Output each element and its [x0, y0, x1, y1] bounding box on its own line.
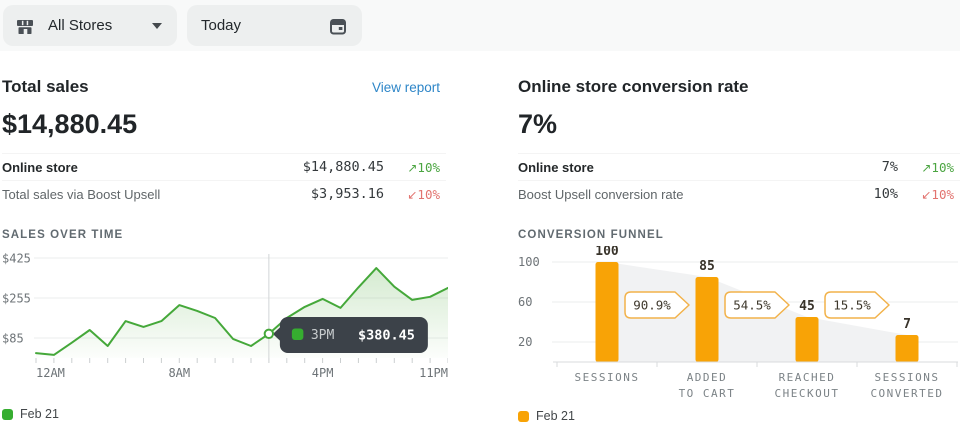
sales-legend: Feb 21 [2, 406, 446, 422]
metric-change: ↗10% [921, 159, 954, 175]
metric-value: 10% [873, 186, 898, 202]
badge-label: 15.5% [833, 298, 871, 313]
view-report-link[interactable]: View report [371, 80, 440, 95]
y-axis-label: $85 [2, 332, 24, 346]
funnel-bar [795, 317, 819, 362]
funnel-axis [553, 361, 958, 367]
metric-label: Boost Upsell conversion rate [518, 186, 684, 202]
conversion-panel: Online store conversion rate 7% Online s… [518, 51, 960, 424]
total-sales-title: Total sales [2, 77, 89, 96]
conversion-title: Online store conversion rate [518, 77, 749, 96]
conversion-rate-badge: 15.5% [824, 291, 890, 319]
sales-over-time-header: SALES OVER TIME [2, 229, 124, 241]
metric-row-boost-upsell: Total sales via Boost Upsell $3,953.16 ↙… [2, 180, 446, 207]
funnel-badges: 90.9% 54.5% 15.5% [624, 291, 890, 319]
total-sales-breakdown: Online store $14,880.45 ↗10% Total sales… [2, 153, 446, 207]
sales-over-time-chart[interactable]: $425 $255 $85 12AM 8AM 4PM 11PM 3PM $380.45 [2, 246, 448, 386]
legend-swatch-green [2, 408, 13, 420]
store-selector-button[interactable]: All Stores [3, 5, 177, 46]
tooltip-value: $380.45 [358, 328, 415, 344]
trend-up-icon: ↗ [407, 160, 418, 175]
metric-value: $3,953.16 [310, 186, 384, 202]
category-label: ADDED [687, 371, 728, 384]
x-axis-label: 11PM [419, 366, 448, 380]
legend-label: Feb 21 [536, 409, 575, 423]
badge-label: 90.9% [633, 298, 671, 313]
legend-label: Feb 21 [20, 407, 59, 421]
store-icon [17, 19, 33, 34]
sales-line [35, 267, 448, 356]
metric-change: ↙10% [407, 186, 440, 202]
metric-row-online-store: Online store 7% ↗10% [518, 153, 960, 180]
conversion-breakdown: Online store 7% ↗10% Boost Upsell conver… [518, 153, 960, 207]
tooltip-box [279, 317, 428, 353]
conversion-funnel-chart[interactable]: 100 60 20 100 85 45 7 90.9% 54.5% 15.5% SESSION… [518, 246, 960, 406]
sales-x-axis: 12AM 8AM 4PM 11PM [35, 358, 448, 380]
total-sales-panel: Total sales View report $14,880.45 Onlin… [2, 51, 448, 424]
metric-label: Total sales via Boost Upsell [2, 186, 161, 202]
y-axis-label: 100 [518, 255, 540, 269]
bar-value-label: 85 [699, 259, 715, 274]
badge-shape [824, 291, 890, 319]
bar-value-label: 45 [799, 299, 815, 314]
funnel-bar [595, 262, 619, 362]
metric-label: Online store [518, 159, 594, 175]
legend-swatch-orange [518, 410, 529, 422]
y-axis-label: 20 [518, 335, 532, 349]
sales-hover-tooltip: 3PM $380.45 [263, 254, 428, 358]
metric-row-online-store: Online store $14,880.45 ↗10% [2, 153, 446, 180]
funnel-category-labels: SESSIONS ADDED TO CART REACHED CHECKOUT SESSI… [575, 371, 943, 400]
metric-row-boost-upsell-rate: Boost Upsell conversion rate 10% ↙10% [518, 180, 960, 207]
hover-point-marker [263, 328, 275, 340]
tooltip-arrow [272, 326, 281, 342]
conversion-funnel-header: CONVERSION FUNNEL [518, 229, 664, 241]
x-axis-label: 4PM [312, 366, 334, 380]
x-axis-label: 8AM [168, 366, 190, 380]
date-selector-button[interactable]: Today [187, 5, 362, 46]
conversion-rate-badge: 90.9% [624, 291, 690, 319]
metric-label: Online store [2, 159, 78, 175]
badge-shape [724, 291, 790, 319]
funnel-value-labels: 100 85 45 7 [595, 246, 911, 332]
store-selector-label: All Stores [48, 17, 113, 34]
bar-value-label: 7 [903, 317, 911, 332]
chevron-down-icon [152, 22, 162, 29]
tooltip-series-swatch [291, 328, 304, 340]
metric-value: 7% [881, 159, 898, 175]
dashboard: Total sales View report $14,880.45 Onlin… [0, 51, 960, 424]
bar-value-label: 100 [595, 246, 619, 259]
funnel-legend: Feb 21 [518, 408, 960, 424]
category-label: SESSIONS [575, 371, 640, 384]
x-axis-label: 12AM [36, 366, 65, 380]
category-label: SESSIONS [875, 371, 940, 384]
badge-shape [624, 291, 690, 319]
trend-down-icon: ↙ [921, 187, 932, 202]
funnel-bars [595, 262, 919, 362]
trend-up-icon: ↗ [921, 160, 932, 175]
metric-value: $14,880.45 [302, 159, 384, 175]
topbar: All Stores Today [0, 0, 960, 51]
trend-down-icon: ↙ [407, 187, 418, 202]
category-label: CHECKOUT [775, 387, 840, 400]
category-label: TO CART [679, 387, 736, 400]
calendar-icon [330, 18, 346, 34]
funnel-bar [695, 277, 719, 362]
category-label: REACHED [779, 371, 836, 384]
y-axis-label: $255 [2, 292, 31, 306]
tooltip-time: 3PM [311, 328, 335, 343]
total-sales-value: $14,880.45 [2, 109, 138, 139]
conversion-rate-badge: 54.5% [724, 291, 790, 319]
date-selector-label: Today [201, 17, 242, 34]
funnel-bar [895, 335, 919, 362]
conversion-value: 7% [518, 109, 558, 139]
badge-label: 54.5% [733, 298, 771, 313]
metric-change: ↗10% [407, 159, 440, 175]
y-axis-label: 60 [518, 295, 532, 309]
category-label: CONVERTED [870, 387, 943, 400]
y-axis-label: $425 [2, 252, 31, 266]
metric-change: ↙10% [921, 186, 954, 202]
